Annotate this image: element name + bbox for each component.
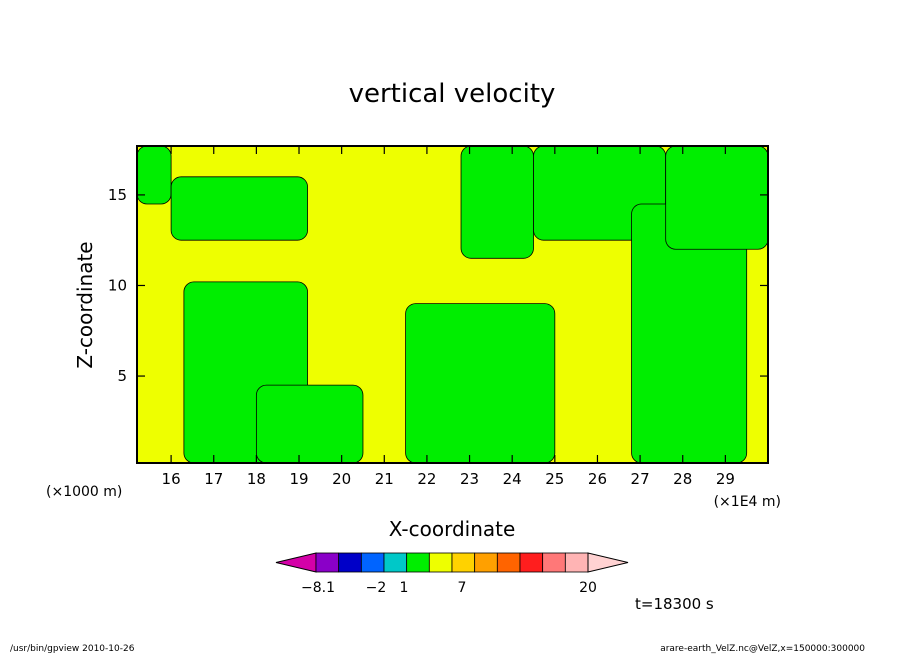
- colorbar-arrow-right: [587, 552, 629, 573]
- x-axis-label: X-coordinate: [389, 517, 516, 541]
- contour-regions: [137, 146, 768, 463]
- y-axis-label: Z-coordinate: [73, 241, 97, 368]
- y-axis: 5 10 15: [108, 186, 768, 385]
- colorbar-cell: [564, 552, 589, 573]
- colorbar-cell: [383, 552, 408, 573]
- footer-right: arare-earth_VelZ.nc@VelZ,x=150000:300000: [660, 644, 865, 654]
- x-unit-left: (×1000 m): [46, 484, 122, 500]
- colorbar-cell: [315, 552, 340, 573]
- contour-region-5: [460, 146, 534, 259]
- y-tick-label: 15: [108, 186, 127, 204]
- colorbar-cell: [406, 552, 430, 573]
- x-tick-label: 23: [460, 470, 479, 488]
- contour-region-8: [665, 146, 768, 250]
- colorbar-cell: [428, 552, 453, 573]
- x-unit-right: (×1E4 m): [714, 494, 781, 510]
- contour-region-3: [255, 384, 364, 463]
- colorbar-label: −2: [366, 580, 387, 596]
- x-tick-label: 22: [417, 470, 436, 488]
- colorbar-cell: [338, 552, 362, 573]
- colorbar-cell: [474, 552, 498, 573]
- x-tick-label: 24: [503, 470, 522, 488]
- colorbar-label: 1: [400, 580, 409, 596]
- colorbar-cell: [360, 552, 385, 573]
- colorbar-cell: [542, 552, 566, 573]
- plot-area: [137, 146, 768, 463]
- time-label: t=18300 s: [635, 595, 714, 613]
- plot-frame: [136, 145, 769, 464]
- x-tick-label: 18: [247, 470, 266, 488]
- colorbar-label: −8.1: [301, 580, 335, 596]
- chart-title: vertical velocity: [349, 79, 556, 109]
- colorbar-arrow-left: [275, 552, 317, 573]
- x-tick-label: 25: [545, 470, 564, 488]
- colorbar-cell: [451, 552, 476, 573]
- x-tick-label: 29: [716, 470, 735, 488]
- x-tick-label: 28: [673, 470, 692, 488]
- colorbar-label: 20: [579, 580, 597, 596]
- x-tick-label: 16: [162, 470, 181, 488]
- x-tick-label: 17: [204, 470, 223, 488]
- x-tick-label: 21: [375, 470, 394, 488]
- colorbar-label: 7: [458, 580, 467, 596]
- x-tick-label: 26: [588, 470, 607, 488]
- x-tick-label: 27: [631, 470, 650, 488]
- colorbar-cell: [519, 552, 544, 573]
- y-tick-label: 5: [117, 367, 127, 385]
- contour-region-4: [405, 303, 556, 463]
- x-tick-label: 19: [289, 470, 308, 488]
- x-tick-label: 20: [332, 470, 351, 488]
- colorbar-cell: [496, 552, 521, 573]
- footer-left: /usr/bin/gpview 2010-10-26: [10, 644, 135, 654]
- contour-region-1: [170, 176, 308, 241]
- colorbar: −8.1 −2 1 7 20: [275, 552, 629, 596]
- contour-region-0: [137, 146, 172, 205]
- x-axis: 16 17 18 19 20 21 22 23 24 25 26 27 28 29: [162, 146, 735, 488]
- y-tick-label: 10: [108, 276, 127, 294]
